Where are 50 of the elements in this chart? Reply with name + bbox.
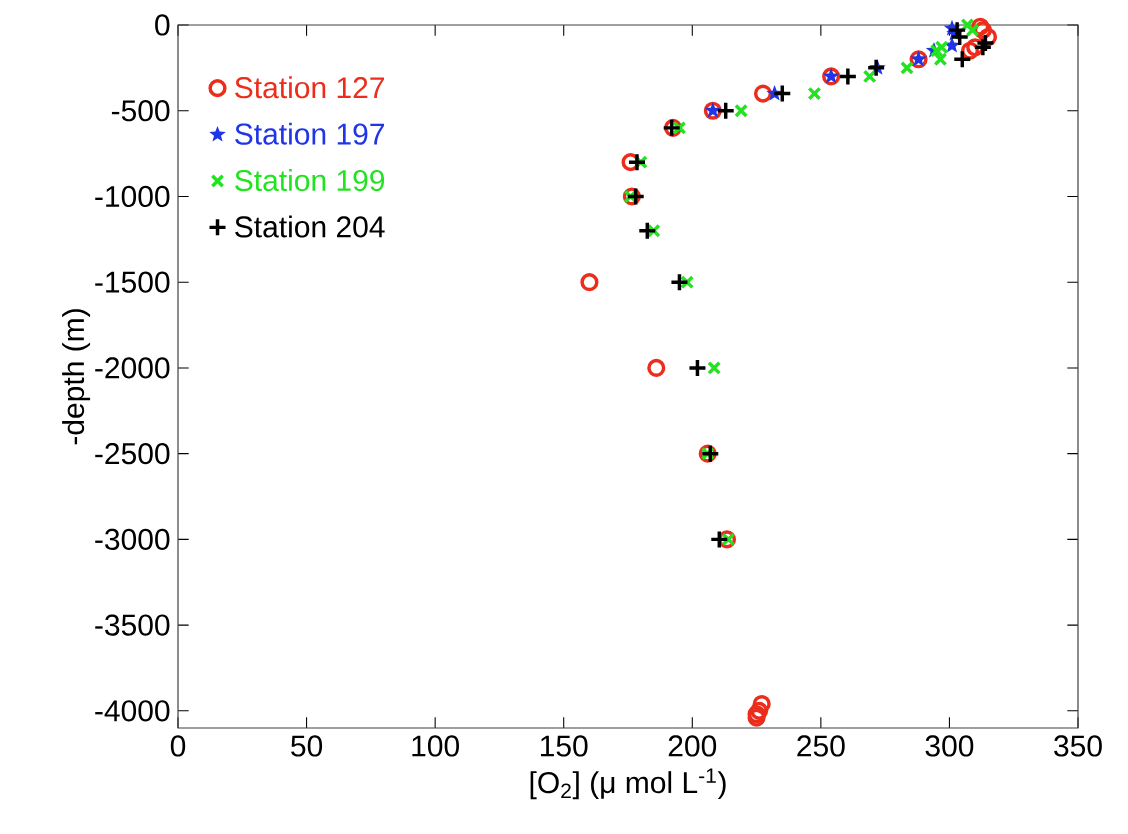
point [580,273,599,292]
point [625,186,646,207]
x-tick-label: 250 [797,735,845,757]
y-tick-label: 0 [155,14,170,36]
y-tick-label: -1000 [95,185,170,208]
point [838,66,858,87]
x-tick-label: 50 [291,735,323,757]
x-tick-label: 100 [412,735,459,757]
point [680,275,695,290]
legend-label: Station 197 [235,122,384,145]
y-axis-title: -depth (m) [62,309,91,445]
point [772,83,793,104]
point [721,532,736,547]
y-tick-label: -500 [111,100,170,122]
x-tick-label: 200 [668,735,717,757]
x-tick-label: 150 [540,735,588,757]
point [627,152,647,172]
legend-label: Station 127 [235,76,384,99]
x-axis-title: [O$_{2}$] (μ mol L$^{-1}$) [530,768,726,800]
point [862,69,877,84]
y-tick-label: -2000 [95,357,170,379]
point [709,529,730,550]
point [975,33,996,53]
legend-label: Station 199 [235,169,385,192]
point [933,52,948,67]
legend-label: Station 204 [235,215,385,238]
point [807,86,822,101]
y-tick-label: -3500 [95,614,170,636]
point [750,701,769,720]
point [647,358,666,377]
point [952,49,973,70]
point [934,40,949,55]
point [973,37,993,58]
point [929,43,944,58]
y-tick-label: -2500 [95,443,170,465]
point [734,103,749,118]
y-tick-label: -3000 [95,528,170,550]
y-tick-label: -4000 [95,700,170,722]
point [669,272,690,292]
x-tick-label: 300 [925,735,974,757]
point [753,84,773,103]
point [637,221,658,241]
point [960,18,975,32]
point [965,23,980,38]
point [707,360,722,375]
point [687,358,708,378]
y-tick-label: -1500 [95,271,170,293]
point [900,60,914,75]
x-tick-label: 350 [1054,735,1102,757]
x-tick-label: 0 [170,735,186,757]
